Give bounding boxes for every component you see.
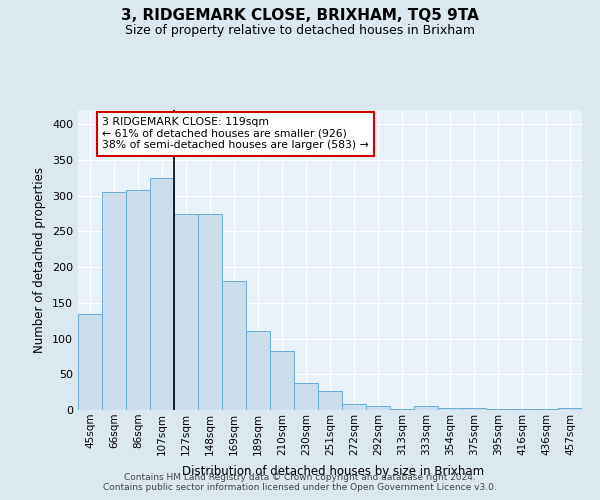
Bar [318, 392, 342, 410]
Bar [126, 190, 150, 410]
Bar [150, 178, 174, 410]
Bar [198, 214, 222, 410]
Bar [78, 314, 102, 410]
Bar [462, 408, 486, 410]
Bar [222, 282, 246, 410]
Bar [294, 383, 318, 410]
Text: 3 RIDGEMARK CLOSE: 119sqm
← 61% of detached houses are smaller (926)
38% of semi: 3 RIDGEMARK CLOSE: 119sqm ← 61% of detac… [102, 117, 369, 150]
Text: Distribution of detached houses by size in Brixham: Distribution of detached houses by size … [182, 464, 484, 477]
Bar [270, 350, 294, 410]
Bar [366, 406, 390, 410]
Bar [414, 406, 438, 410]
Bar [390, 408, 414, 410]
Bar [486, 408, 510, 410]
Bar [342, 404, 366, 410]
Text: Contains HM Land Registry data © Crown copyright and database right 2024.
Contai: Contains HM Land Registry data © Crown c… [103, 473, 497, 492]
Bar [558, 408, 582, 410]
Text: Size of property relative to detached houses in Brixham: Size of property relative to detached ho… [125, 24, 475, 37]
Bar [102, 192, 126, 410]
Bar [246, 332, 270, 410]
Text: 3, RIDGEMARK CLOSE, BRIXHAM, TQ5 9TA: 3, RIDGEMARK CLOSE, BRIXHAM, TQ5 9TA [121, 8, 479, 22]
Bar [174, 214, 198, 410]
Y-axis label: Number of detached properties: Number of detached properties [34, 167, 46, 353]
Bar [438, 408, 462, 410]
